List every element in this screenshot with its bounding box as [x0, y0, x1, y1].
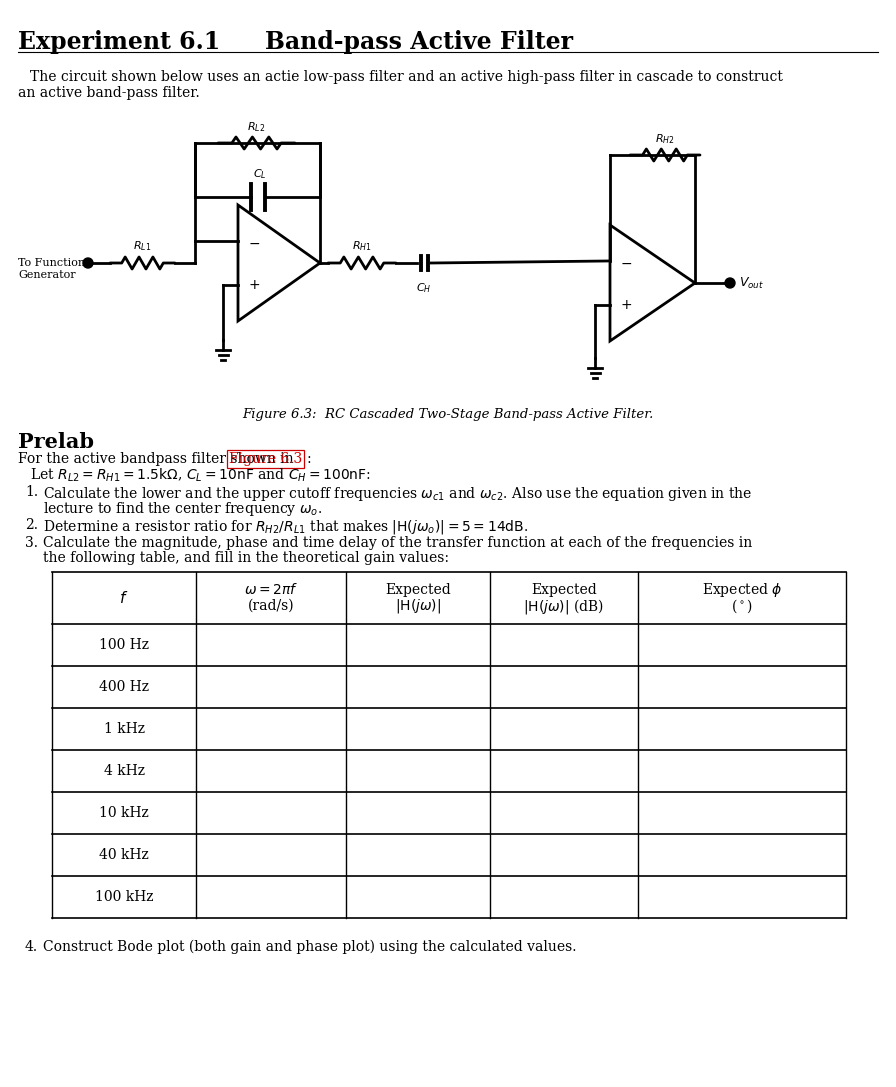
Text: $R_{L2}$: $R_{L2}$	[247, 121, 265, 134]
Text: Expected $\phi$: Expected $\phi$	[702, 580, 782, 599]
Text: Prelab: Prelab	[18, 432, 94, 452]
Text: 400 Hz: 400 Hz	[99, 680, 149, 694]
Text: 10 kHz: 10 kHz	[99, 805, 149, 820]
Text: Band-pass Active Filter: Band-pass Active Filter	[265, 30, 573, 54]
Text: 100 kHz: 100 kHz	[95, 890, 153, 904]
Text: For the active bandpass filter shown in: For the active bandpass filter shown in	[18, 452, 298, 466]
Text: 40 kHz: 40 kHz	[99, 848, 149, 862]
Text: Construct Bode plot (both gain and phase plot) using the calculated values.: Construct Bode plot (both gain and phase…	[43, 940, 576, 954]
Circle shape	[725, 278, 735, 288]
Text: $C_L$: $C_L$	[253, 167, 266, 182]
Text: Figure 6.3: Figure 6.3	[229, 452, 302, 466]
Text: Expected: Expected	[385, 583, 451, 597]
Text: $+$: $+$	[620, 298, 632, 312]
Text: $R_{H2}$: $R_{H2}$	[655, 133, 675, 146]
Text: :: :	[306, 452, 311, 466]
Text: an active band-pass filter.: an active band-pass filter.	[18, 86, 200, 100]
Text: 3.: 3.	[25, 536, 38, 550]
Text: Experiment 6.1: Experiment 6.1	[18, 30, 220, 54]
Text: 2.: 2.	[25, 518, 38, 532]
Text: lecture to find the center frequency $\omega_o$.: lecture to find the center frequency $\o…	[43, 500, 323, 518]
Text: To Function: To Function	[18, 258, 85, 268]
Text: Let $R_{L2} = R_{H1} = 1.5\mathrm{k}\Omega$, $C_L = 10\mathrm{nF}$ and $C_H = 10: Let $R_{L2} = R_{H1} = 1.5\mathrm{k}\Ome…	[30, 467, 371, 485]
Text: Figure 6.3:  RC Cascaded Two-Stage Band-pass Active Filter.: Figure 6.3: RC Cascaded Two-Stage Band-p…	[242, 408, 654, 421]
Text: 4.: 4.	[25, 940, 39, 954]
Text: 1.: 1.	[25, 485, 39, 499]
Text: 1 kHz: 1 kHz	[104, 722, 144, 736]
Text: $-$: $-$	[620, 257, 633, 270]
Text: Calculate the magnitude, phase and time delay of the transfer function at each o: Calculate the magnitude, phase and time …	[43, 536, 753, 550]
Text: (rad/s): (rad/s)	[247, 599, 294, 613]
Text: $R_{L1}$: $R_{L1}$	[134, 239, 151, 253]
Text: $C_H$: $C_H$	[417, 282, 432, 295]
Text: 100 Hz: 100 Hz	[99, 638, 149, 652]
Text: ($^\circ$): ($^\circ$)	[731, 597, 753, 615]
Text: Determine a resistor ratio for $R_{H2}/R_{L1}$ that makes $|\mathrm{H}(j\omega_o: Determine a resistor ratio for $R_{H2}/R…	[43, 518, 528, 536]
Text: the following table, and fill in the theoretical gain values:: the following table, and fill in the the…	[43, 551, 449, 565]
Text: $\omega = 2\pi f$: $\omega = 2\pi f$	[244, 583, 298, 598]
Text: $V_{out}$: $V_{out}$	[739, 275, 764, 290]
Text: $-$: $-$	[248, 236, 260, 250]
Text: $|\mathrm{H}(j\omega)|$: $|\mathrm{H}(j\omega)|$	[395, 597, 441, 615]
Text: $R_{H1}$: $R_{H1}$	[352, 239, 372, 253]
Text: Expected: Expected	[531, 583, 597, 597]
Text: 4 kHz: 4 kHz	[104, 764, 144, 778]
Text: The circuit shown below uses an actie low-pass filter and an active high-pass fi: The circuit shown below uses an actie lo…	[30, 70, 783, 84]
Text: $+$: $+$	[248, 278, 260, 292]
Text: $|\mathrm{H}(j\omega)|$ (dB): $|\mathrm{H}(j\omega)|$ (dB)	[523, 597, 605, 615]
Circle shape	[83, 258, 93, 268]
Text: $f$: $f$	[119, 590, 129, 605]
Text: Generator: Generator	[18, 270, 75, 280]
Text: Calculate the lower and the upper cutoff frequencies $\omega_{c1}$ and $\omega_{: Calculate the lower and the upper cutoff…	[43, 485, 753, 503]
